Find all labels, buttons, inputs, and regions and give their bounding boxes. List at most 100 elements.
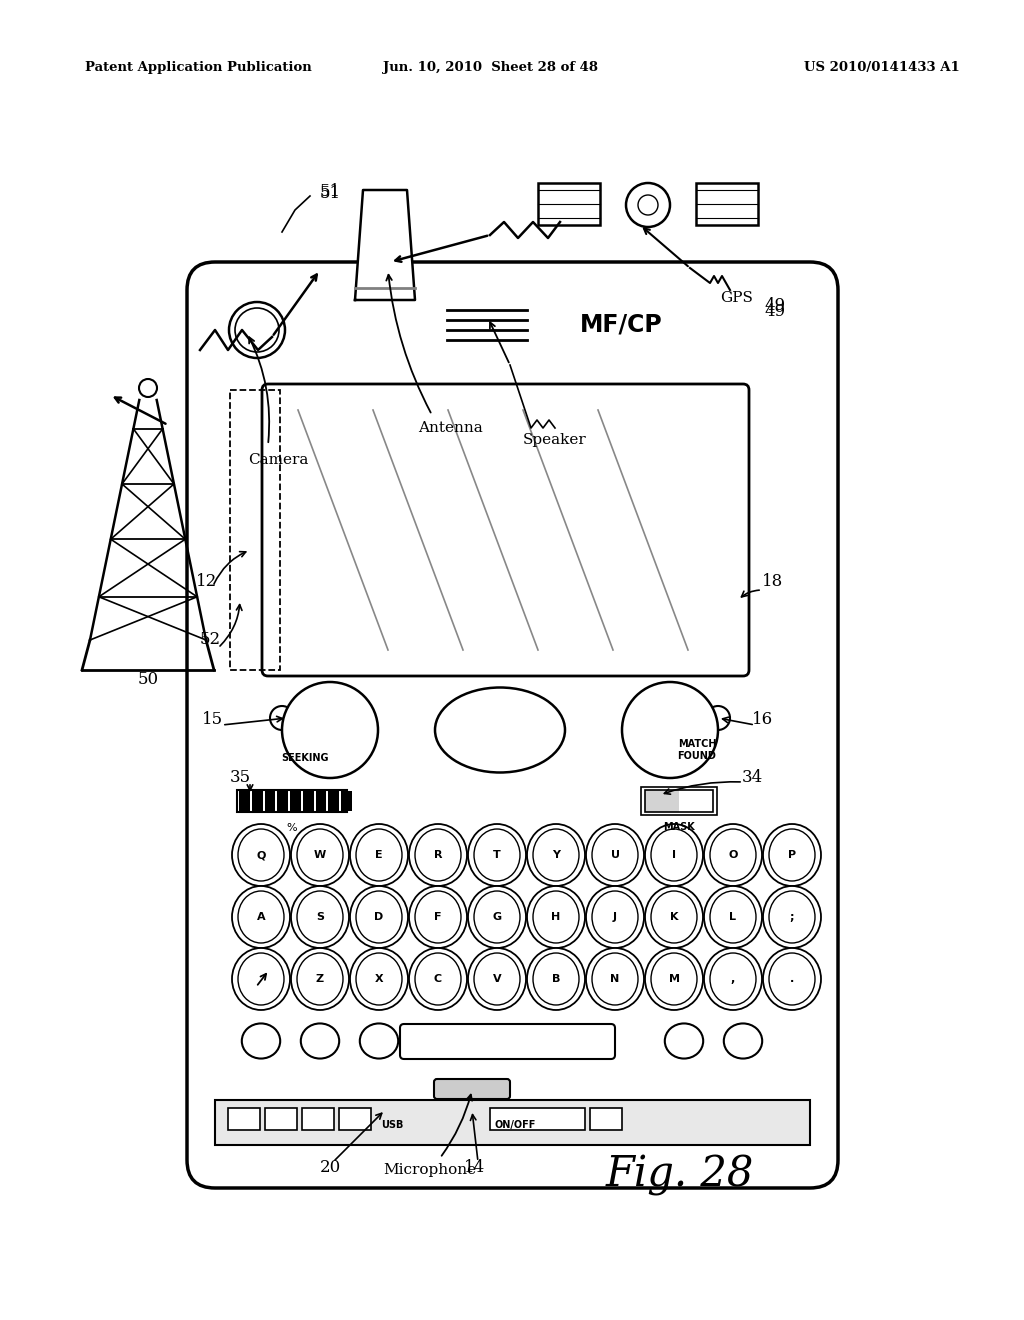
Ellipse shape xyxy=(415,953,461,1005)
Text: Fig. 28: Fig. 28 xyxy=(606,1154,755,1196)
Text: 51: 51 xyxy=(319,186,341,202)
Ellipse shape xyxy=(435,688,565,772)
Text: MF/CP: MF/CP xyxy=(580,313,663,337)
Bar xyxy=(538,183,600,224)
FancyBboxPatch shape xyxy=(262,384,749,676)
Text: 12: 12 xyxy=(197,573,218,590)
Ellipse shape xyxy=(586,948,644,1010)
Ellipse shape xyxy=(468,824,526,886)
Text: ON/OFF: ON/OFF xyxy=(495,1119,536,1130)
Bar xyxy=(302,1107,334,1130)
Circle shape xyxy=(282,682,378,777)
Bar xyxy=(264,791,275,810)
Ellipse shape xyxy=(769,829,815,880)
Bar xyxy=(645,789,713,812)
Ellipse shape xyxy=(592,891,638,942)
Text: A: A xyxy=(257,912,265,921)
Ellipse shape xyxy=(356,829,402,880)
Ellipse shape xyxy=(592,953,638,1005)
Bar xyxy=(303,791,313,810)
Text: Jun. 10, 2010  Sheet 28 of 48: Jun. 10, 2010 Sheet 28 of 48 xyxy=(383,62,597,74)
Ellipse shape xyxy=(468,948,526,1010)
Ellipse shape xyxy=(291,886,349,948)
Ellipse shape xyxy=(645,886,703,948)
Bar xyxy=(339,1107,371,1130)
Bar xyxy=(641,787,717,814)
Text: L: L xyxy=(729,912,736,921)
Text: 16: 16 xyxy=(752,711,772,729)
Text: .: . xyxy=(790,974,795,983)
Text: MATCH
FOUND: MATCH FOUND xyxy=(678,739,717,760)
Text: P: P xyxy=(787,850,796,861)
Ellipse shape xyxy=(724,1023,762,1059)
Text: R: R xyxy=(434,850,442,861)
Ellipse shape xyxy=(710,829,756,880)
Text: 49: 49 xyxy=(765,297,785,314)
Text: S: S xyxy=(316,912,324,921)
Ellipse shape xyxy=(474,891,520,942)
FancyBboxPatch shape xyxy=(434,1078,510,1100)
Ellipse shape xyxy=(359,1023,398,1059)
Ellipse shape xyxy=(474,829,520,880)
FancyBboxPatch shape xyxy=(187,261,838,1188)
Ellipse shape xyxy=(645,948,703,1010)
Text: X: X xyxy=(375,974,383,983)
Text: 18: 18 xyxy=(763,573,783,590)
Bar xyxy=(290,791,301,810)
Circle shape xyxy=(626,183,670,227)
Ellipse shape xyxy=(350,824,408,886)
Text: I: I xyxy=(672,850,676,861)
Bar xyxy=(590,1107,622,1130)
Bar xyxy=(230,389,280,671)
Ellipse shape xyxy=(534,891,579,942)
Text: K: K xyxy=(670,912,678,921)
Circle shape xyxy=(270,706,294,730)
Bar xyxy=(341,791,352,810)
Text: F: F xyxy=(434,912,441,921)
Ellipse shape xyxy=(763,886,821,948)
Bar xyxy=(315,791,327,810)
Ellipse shape xyxy=(474,953,520,1005)
Ellipse shape xyxy=(350,886,408,948)
Bar xyxy=(265,1107,297,1130)
Text: W: W xyxy=(314,850,326,861)
Text: C: C xyxy=(434,974,442,983)
Text: USB: USB xyxy=(381,1119,403,1130)
Bar xyxy=(329,791,339,810)
Ellipse shape xyxy=(586,824,644,886)
Ellipse shape xyxy=(763,948,821,1010)
Text: G: G xyxy=(493,912,502,921)
Ellipse shape xyxy=(651,829,697,880)
Ellipse shape xyxy=(763,824,821,886)
Text: H: H xyxy=(551,912,560,921)
Text: M: M xyxy=(669,974,680,983)
Ellipse shape xyxy=(350,948,408,1010)
Text: T: T xyxy=(494,850,501,861)
Text: Camera: Camera xyxy=(248,453,308,467)
Circle shape xyxy=(706,706,730,730)
Ellipse shape xyxy=(415,829,461,880)
Text: Patent Application Publication: Patent Application Publication xyxy=(85,62,311,74)
Bar xyxy=(239,791,250,810)
Bar xyxy=(278,791,288,810)
Text: U: U xyxy=(610,850,620,861)
Text: E: E xyxy=(375,850,383,861)
Ellipse shape xyxy=(297,891,343,942)
Text: Speaker: Speaker xyxy=(523,433,587,447)
Ellipse shape xyxy=(527,948,585,1010)
Text: Microphone: Microphone xyxy=(383,1163,476,1177)
Ellipse shape xyxy=(232,824,290,886)
Text: MASK: MASK xyxy=(664,822,695,832)
Text: 14: 14 xyxy=(464,1159,485,1176)
Ellipse shape xyxy=(291,824,349,886)
Ellipse shape xyxy=(238,829,284,880)
Ellipse shape xyxy=(592,829,638,880)
Ellipse shape xyxy=(710,891,756,942)
Text: 20: 20 xyxy=(319,1159,341,1176)
Ellipse shape xyxy=(415,891,461,942)
FancyBboxPatch shape xyxy=(490,1107,585,1130)
Ellipse shape xyxy=(527,886,585,948)
Text: 35: 35 xyxy=(229,768,251,785)
Ellipse shape xyxy=(238,953,284,1005)
Ellipse shape xyxy=(665,1023,703,1059)
